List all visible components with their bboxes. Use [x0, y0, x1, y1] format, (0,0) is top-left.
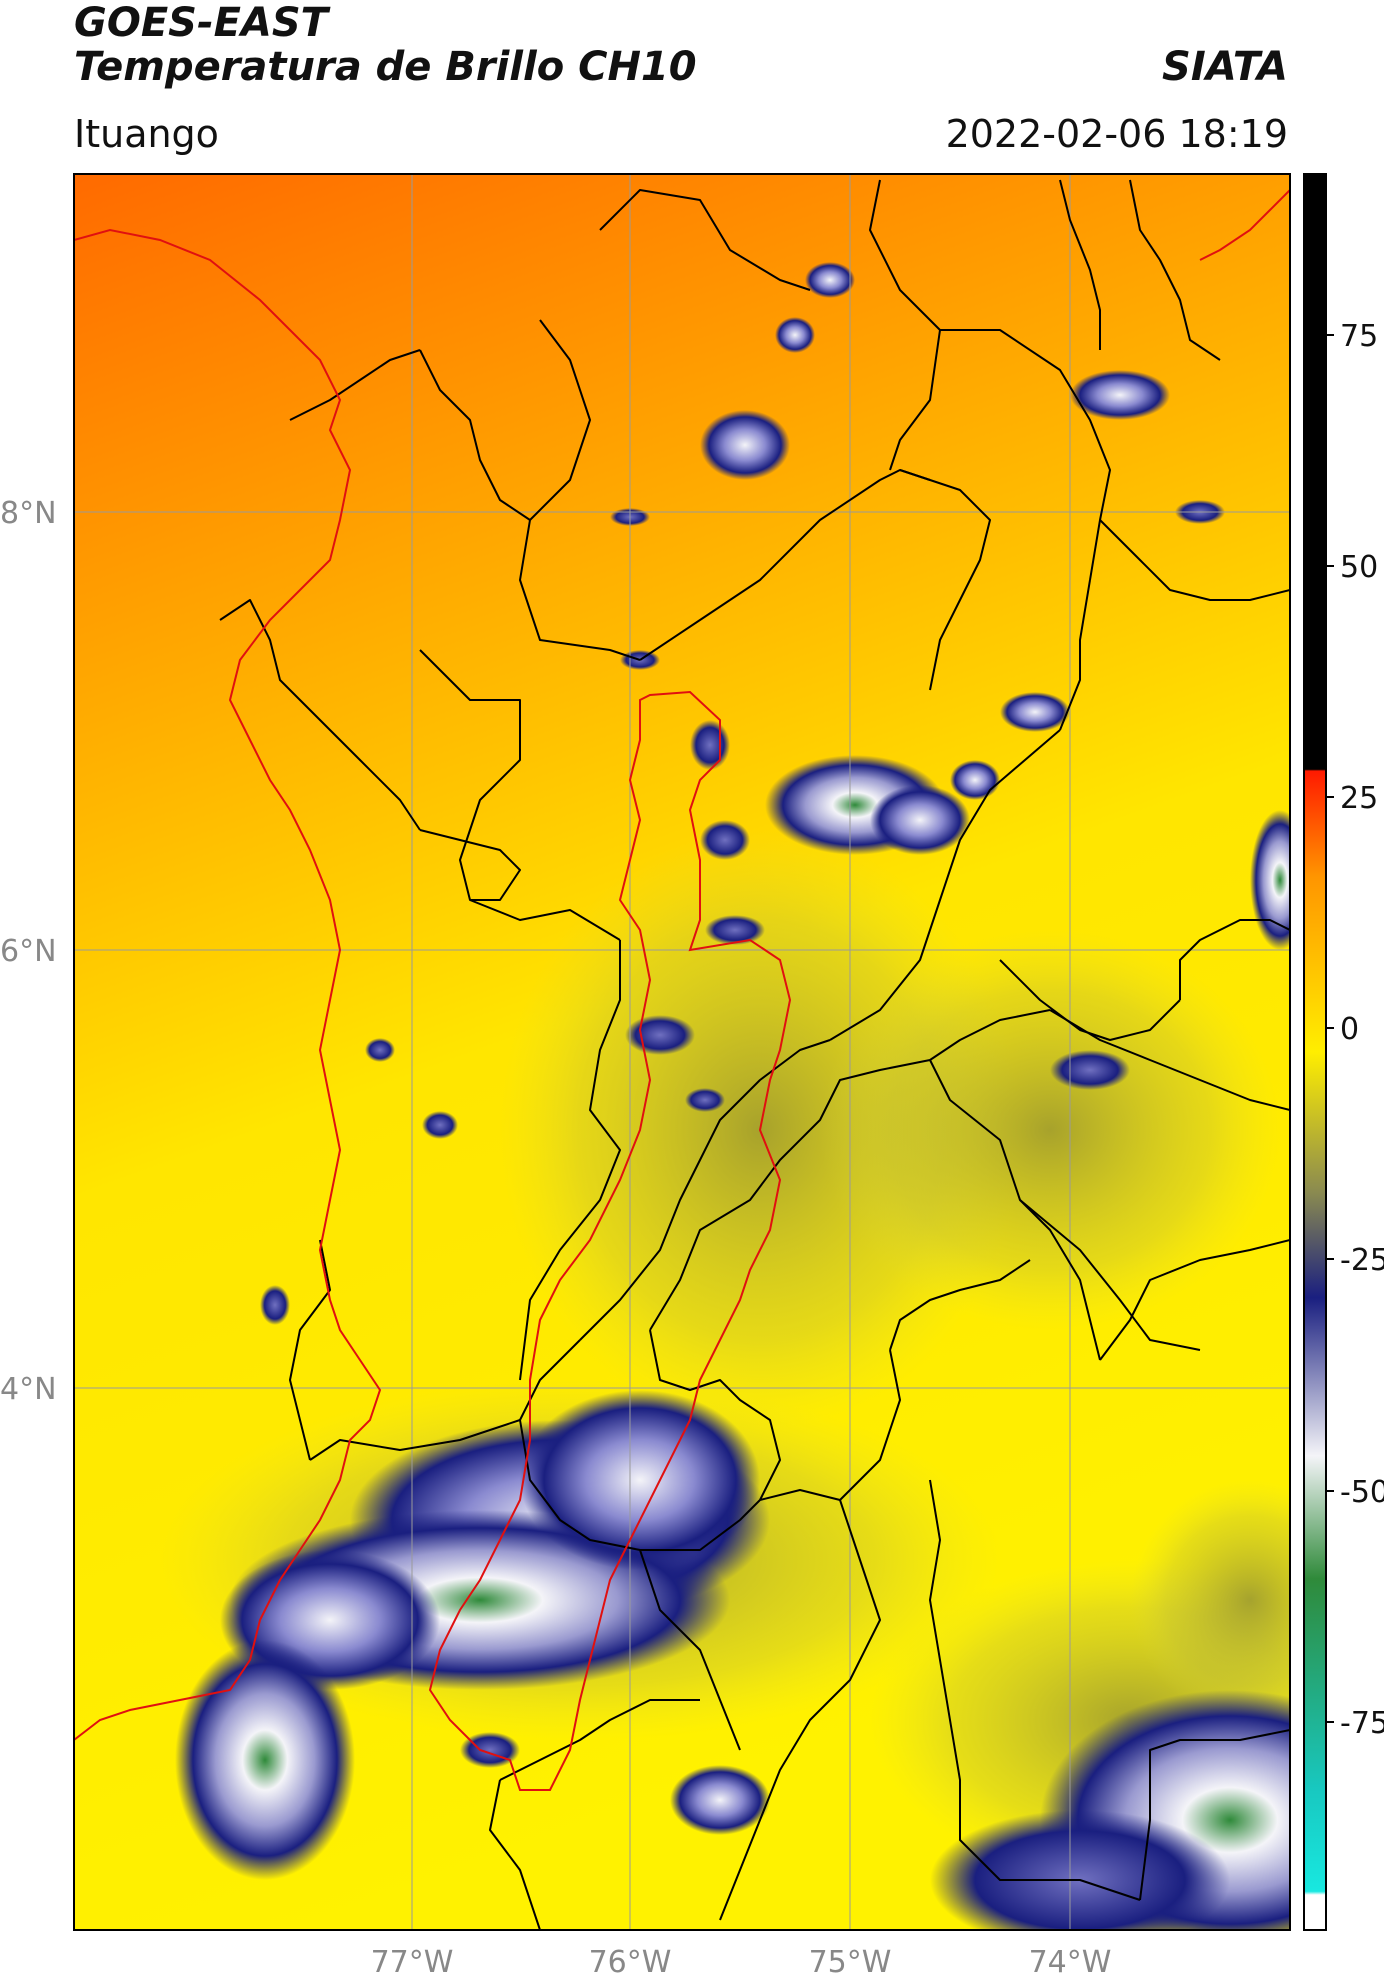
brightness-temperature-field: [74, 174, 1290, 1930]
brand-label: SIATA: [1162, 44, 1288, 90]
colorbar: [1303, 173, 1327, 1931]
lon-label-77w: 77°W: [371, 1945, 454, 1980]
lat-label-8n: 8°N: [0, 496, 57, 531]
lon-label-74w: 74°W: [1029, 1945, 1112, 1980]
graticule: [74, 174, 1290, 1930]
timestamp-label: 2022-02-06 18:19: [945, 112, 1288, 156]
title-satellite: GOES-EAST: [74, 0, 328, 46]
lon-label-75w: 75°W: [809, 1945, 892, 1980]
colorbar-ticks: [1326, 334, 1334, 1723]
lat-label-6n: 6°N: [0, 934, 57, 969]
colorbar-label-minus75: -75: [1340, 1706, 1384, 1741]
lon-label-76w: 76°W: [589, 1945, 672, 1980]
title-product: Temperatura de Brillo CH10: [74, 44, 697, 90]
map-frame: [73, 173, 1291, 1931]
department-borders: [219, 179, 1290, 1930]
colorbar-label-minus50: -50: [1340, 1475, 1384, 1510]
coastline: [74, 189, 1290, 1741]
lat-label-4n: 4°N: [0, 1372, 57, 1407]
colorbar-label-75: 75: [1340, 319, 1378, 354]
colorbar-label-25: 25: [1340, 781, 1378, 816]
ituango-basin-outline: [428, 690, 792, 1791]
colorbar-label-minus25: -25: [1340, 1243, 1384, 1278]
colorbar-label-50: 50: [1340, 550, 1378, 585]
location-label: Ituango: [74, 112, 219, 156]
colorbar-label-0: 0: [1340, 1012, 1359, 1047]
